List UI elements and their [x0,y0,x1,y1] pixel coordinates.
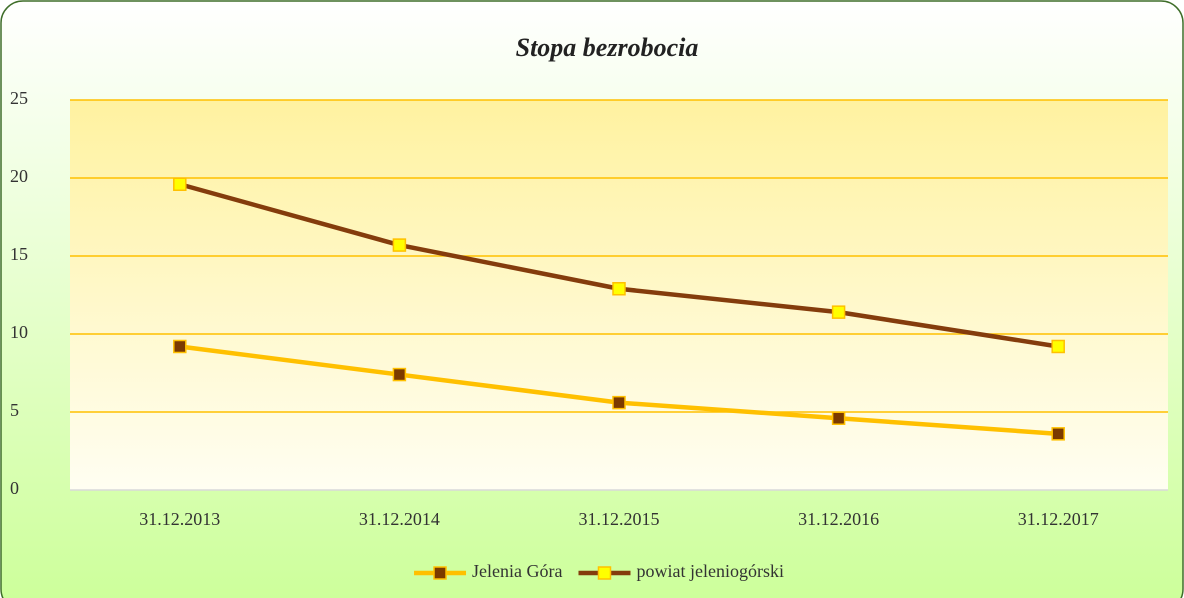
legend-label: powiat jeleniogórski [636,561,783,581]
data-point [831,305,846,319]
data-point [1051,427,1065,441]
y-tick-label: 5 [10,400,19,420]
data-point [173,177,187,191]
x-tick-label: 31.12.2015 [579,509,660,529]
x-tick-label: 31.12.2017 [1018,509,1099,529]
y-tick-label: 15 [10,244,28,264]
data-point [831,411,846,425]
x-tick-label: 31.12.2014 [359,509,440,529]
legend-marker [597,566,612,580]
data-point [612,282,626,296]
data-point [1051,339,1065,354]
y-tick-label: 25 [10,88,28,108]
data-point [392,238,407,252]
x-tick-label: 31.12.2016 [798,509,879,529]
y-tick-label: 10 [10,322,28,342]
legend-label: Jelenia Góra [472,561,562,581]
data-point [173,339,187,354]
y-tick-label: 20 [10,166,28,186]
legend-marker [433,566,447,580]
chart-title: Stopa bezrobocia [516,33,699,62]
x-tick-label: 31.12.2013 [139,509,220,529]
y-tick-label: 0 [10,478,19,498]
data-point [612,395,626,410]
data-point [392,367,407,382]
